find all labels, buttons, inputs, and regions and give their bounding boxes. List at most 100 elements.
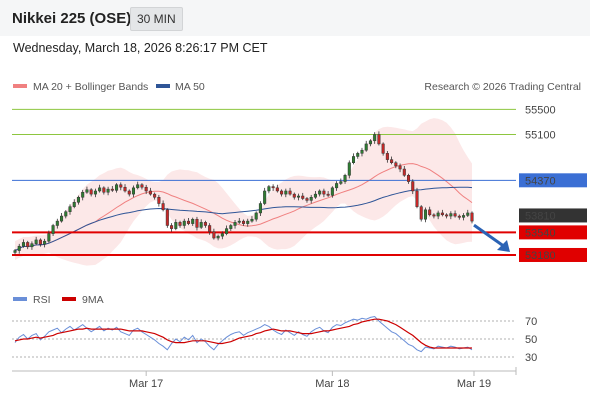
candle-body: [305, 198, 309, 201]
candle-body: [356, 153, 360, 157]
candle: [72, 199, 76, 209]
candle: [229, 223, 233, 231]
rsi-line: [14, 315, 473, 353]
candle-body: [216, 235, 220, 239]
candle-body: [246, 220, 250, 224]
bollinger-legend-swatch: [13, 84, 27, 88]
candle-body: [119, 184, 123, 188]
candle: [60, 213, 64, 223]
candle: [411, 179, 415, 195]
candle-body: [457, 215, 461, 218]
candle-body: [47, 233, 51, 242]
candle: [157, 194, 161, 207]
candle: [347, 160, 351, 179]
candle: [263, 187, 267, 206]
candle: [305, 196, 309, 203]
candle: [330, 186, 334, 198]
candle: [271, 184, 275, 191]
candle-body: [51, 225, 55, 234]
candle: [462, 213, 466, 221]
candle: [309, 194, 313, 204]
candle-body: [284, 190, 288, 195]
candle: [81, 189, 85, 201]
level-tag-55500: 55500: [525, 104, 556, 116]
candle: [436, 210, 440, 220]
candle-body: [21, 242, 25, 247]
candle-body: [148, 190, 152, 195]
candle-body: [351, 156, 356, 163]
candle-body: [368, 140, 372, 145]
candle: [394, 161, 398, 169]
candle-body: [178, 222, 182, 226]
rsi-ma-legend-swatch: [62, 297, 76, 301]
candle-body: [377, 134, 381, 145]
candle: [38, 238, 42, 247]
candle-body: [343, 175, 347, 182]
candle: [225, 225, 229, 236]
level-tag-54370: 54370: [519, 173, 587, 188]
candle: [339, 178, 343, 186]
candle: [233, 220, 237, 229]
ma50-line: [14, 186, 473, 252]
candle-body: [72, 202, 76, 207]
candle-body: [191, 218, 195, 224]
candle: [136, 181, 140, 190]
candle: [144, 184, 148, 195]
candle: [415, 187, 419, 209]
candle-body: [60, 215, 64, 222]
candle: [351, 153, 356, 165]
candle: [165, 208, 169, 228]
rsi-tick-70: 70: [525, 316, 537, 328]
candle: [292, 192, 296, 200]
candle-body: [229, 225, 233, 229]
bollinger-legend-label: MA 20 + Bollinger Bands: [33, 81, 148, 93]
candle-body: [64, 211, 68, 217]
candle-body: [195, 218, 199, 228]
level-labels-layer: 55500 55100 54370 53810 53540 53180: [519, 104, 587, 262]
candle: [64, 210, 68, 219]
candle-body: [220, 233, 224, 237]
candle-body: [415, 190, 419, 207]
candle-body: [38, 239, 42, 245]
ma50-legend-swatch: [156, 84, 170, 88]
x-tick-label: Mar 19: [457, 378, 491, 390]
candle-body: [280, 190, 284, 195]
candle-body: [89, 189, 93, 195]
candle: [402, 165, 406, 177]
candle: [140, 183, 144, 190]
rsi-ma-line: [14, 318, 472, 349]
ma50-legend-label: MA 50: [175, 81, 205, 93]
candle: [373, 132, 377, 144]
candle-body: [275, 187, 279, 192]
candle-body: [186, 220, 191, 224]
candle: [148, 187, 152, 196]
candle-body: [170, 225, 174, 229]
candle: [106, 186, 110, 196]
candles-layer: [13, 131, 510, 255]
candle-body: [394, 162, 398, 167]
candle-body: [381, 143, 385, 154]
candle: [85, 186, 89, 194]
candle: [453, 210, 457, 218]
candle-body: [390, 159, 394, 163]
candle: [161, 200, 165, 212]
candle-body: [360, 149, 364, 154]
candle-body: [203, 222, 207, 226]
candle: [267, 185, 271, 194]
timeframe-button[interactable]: 30 MIN: [130, 7, 183, 31]
candle-body: [436, 212, 440, 217]
candle-body: [208, 225, 212, 233]
candle: [199, 219, 203, 229]
candle-body: [43, 240, 47, 245]
candle: [360, 147, 364, 157]
candle: [68, 204, 72, 215]
candle-body: [110, 188, 114, 191]
candle: [313, 191, 317, 199]
candle-body: [237, 220, 241, 223]
candle-body: [85, 189, 89, 193]
candle-body: [182, 220, 186, 226]
candle-body: [212, 231, 216, 239]
level-label-53810: 53810: [525, 210, 556, 222]
candle-body: [407, 175, 411, 182]
